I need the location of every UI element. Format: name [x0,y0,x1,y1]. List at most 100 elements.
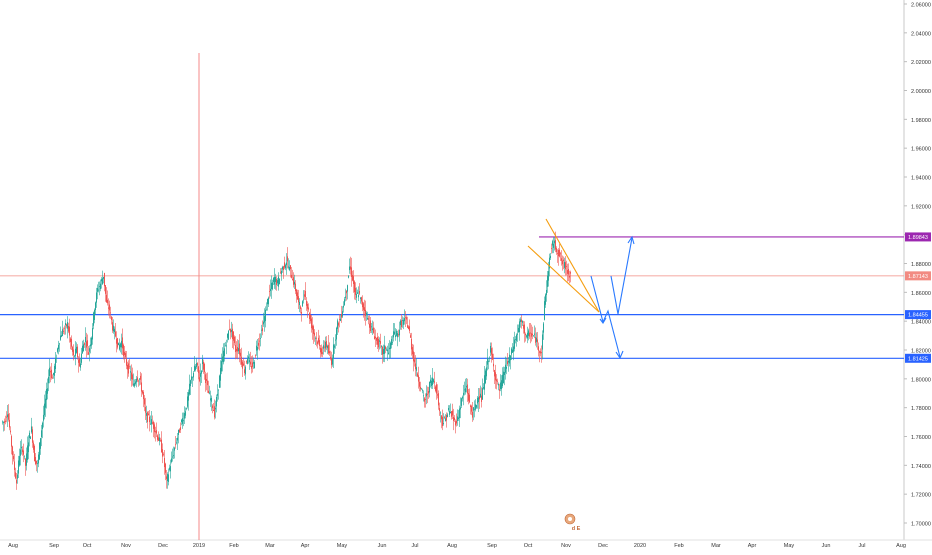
candle-body [453,416,454,421]
candle-body [228,330,229,340]
candle-body [48,376,49,384]
candle-body [424,398,425,402]
candle-body [109,304,110,311]
candle-body [439,408,440,412]
candle-body [8,413,9,420]
candle-body [311,318,312,329]
y-tick-label: 1.84000 [911,320,931,326]
candle-body [277,280,278,284]
candle-body [548,271,549,281]
candle-body [464,389,465,391]
candle-body [262,328,263,332]
candle-body [254,362,255,369]
candle-body [457,416,458,421]
candle-body [448,407,449,411]
candle-body [560,253,561,255]
event-badge[interactable]: d E [564,513,581,532]
candle-body [13,456,14,460]
candle-body [75,348,76,356]
candle-body [289,266,290,271]
candle-body [317,341,318,345]
candle-body [34,446,35,462]
candle-body [224,348,225,356]
candle-body [559,249,560,257]
wedge-upper-line[interactable] [545,218,600,313]
candle-body [321,348,322,355]
candle-body [529,332,530,337]
candle-body [374,336,375,340]
candle-body [280,271,281,273]
candle-body [273,278,274,282]
candle-body [47,388,48,394]
candle-body [566,266,567,268]
candle-body [194,365,195,372]
candle-body [183,420,184,422]
price-tag-support-lower [905,353,931,363]
candle-body [21,446,22,449]
candle-body [249,359,250,363]
candle-body [168,474,169,482]
candle-body [165,463,166,473]
candle-body [512,349,513,353]
candle-body [234,336,235,344]
projection-path-down[interactable] [590,275,621,358]
candle-body [177,437,178,441]
candle-body [18,460,19,474]
projection-path-up[interactable] [610,237,633,315]
candle-body [266,309,267,311]
candle-body [533,335,534,337]
x-tick-label: Aug [896,543,906,549]
candle-body [553,243,554,248]
candle-body [496,379,497,382]
candle-body [324,346,325,348]
candle-body [275,276,276,283]
candle-body [43,414,44,421]
candle-body [130,371,131,373]
candle-body [295,283,296,292]
x-tick-label: Oct [524,543,533,549]
candle-body [32,429,33,443]
candle-body [44,403,45,416]
candle-body [555,240,556,250]
candle-body [342,311,343,317]
candle-body [11,436,12,447]
candle-body [238,348,239,352]
candle-body [129,366,130,368]
candle-body [151,419,152,425]
candle-body [541,352,542,354]
candle-body [298,296,299,303]
candle-body [305,290,306,298]
candle-body [341,314,342,318]
candle-body [258,342,259,346]
candle-body [336,327,337,340]
horizontal-levels[interactable] [0,236,904,359]
candle-body [79,358,80,367]
wedge-lower-line[interactable] [527,245,600,313]
candle-body [545,294,546,305]
candle-body [421,388,422,390]
drawings[interactable] [527,218,635,360]
candle-body [447,414,448,418]
candle-body [29,432,30,438]
price-axis[interactable] [0,0,932,541]
candle-body [329,351,330,354]
candle-body [142,390,143,394]
candle-body [444,417,445,418]
candle-body [65,323,66,326]
candle-body [390,342,391,349]
candle-body [3,422,4,423]
candle-body [204,364,205,373]
candle-body [446,414,447,421]
candle-body [42,422,43,430]
candle-body [93,312,94,326]
candle-body [326,341,327,348]
candle-body [133,383,134,386]
candle-body [354,281,355,293]
candle-body [476,405,477,408]
candle-body [377,337,378,345]
candle-body [12,446,13,456]
candle-body [39,442,40,460]
candle-body [344,299,345,306]
